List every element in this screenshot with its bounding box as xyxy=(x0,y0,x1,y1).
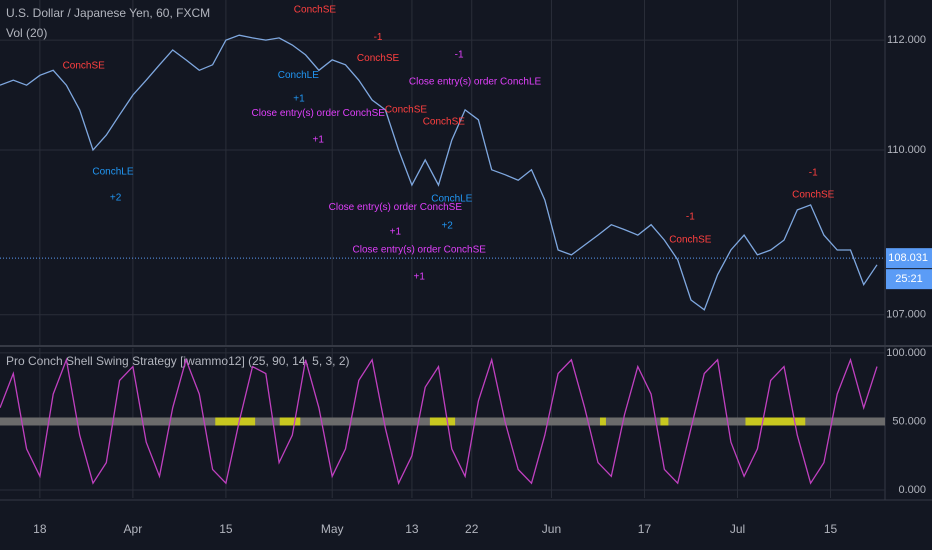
y-tick-label: 50.000 xyxy=(892,415,926,427)
y-tick-label: 100.000 xyxy=(886,347,926,359)
trade-annotation: Close entry(s) order ConchLE xyxy=(409,76,542,87)
trade-annotation: ConchSE xyxy=(294,5,337,16)
signal-highlight xyxy=(745,417,806,426)
trade-annotation: Close entry(s) order ConchSE xyxy=(252,108,386,119)
trade-annotation: +1 xyxy=(313,135,325,146)
signal-highlight xyxy=(429,417,456,426)
y-tick-label: 112.000 xyxy=(887,34,926,46)
trade-annotation: ConchSE xyxy=(385,105,428,116)
x-tick-label: 22 xyxy=(465,522,479,536)
series-line xyxy=(0,34,878,311)
x-tick-label: May xyxy=(321,522,344,536)
y-tick-label: 0.000 xyxy=(898,484,926,496)
x-tick-label: 18 xyxy=(33,522,47,536)
countdown-tag xyxy=(886,269,932,290)
trade-annotation: +1 xyxy=(390,226,402,237)
signal-highlight xyxy=(279,417,301,426)
y-tick-label: 110.000 xyxy=(887,144,926,156)
indicator-label: Vol (20) xyxy=(6,26,47,40)
trade-annotation: -1 xyxy=(374,32,383,43)
x-tick-label: 17 xyxy=(638,522,652,536)
x-tick-label: 13 xyxy=(405,522,419,536)
trade-annotation: ConchLE xyxy=(431,194,472,205)
trade-annotation: ConchSE xyxy=(357,53,400,64)
trade-annotation: ConchSE xyxy=(792,190,835,201)
trade-annotation: +2 xyxy=(110,192,122,203)
last-price-label: 108.031 xyxy=(888,252,928,264)
signal-highlight xyxy=(660,417,669,426)
trade-annotation: Close entry(s) order ConchSE xyxy=(329,202,463,213)
countdown-label: 25:21 xyxy=(895,273,923,285)
trade-annotation: +2 xyxy=(441,220,453,231)
x-tick-label: Jun xyxy=(542,522,561,536)
trade-annotation: ConchSE xyxy=(63,61,106,72)
x-tick-label: 15 xyxy=(824,522,838,536)
trade-annotation: +1 xyxy=(414,272,426,283)
signal-highlight xyxy=(599,417,606,426)
pane-title: Pro Conch Shell Swing Strategy [jwammo12… xyxy=(6,354,350,368)
trade-annotation: ConchLE xyxy=(278,70,319,81)
x-tick-label: Jul xyxy=(730,522,745,536)
trade-annotation: ConchLE xyxy=(92,167,133,178)
series-line xyxy=(0,357,878,486)
pane-title: U.S. Dollar / Japanese Yen, 60, FXCM xyxy=(6,6,210,20)
y-tick-label: 107.000 xyxy=(886,309,926,321)
signal-highlight xyxy=(215,417,256,426)
trade-annotation: -1 xyxy=(455,50,464,61)
trade-annotation: -1 xyxy=(809,168,818,179)
trade-annotation: Close entry(s) order ConchSE xyxy=(353,245,487,256)
last-price-tag xyxy=(886,248,932,269)
x-tick-label: 15 xyxy=(219,522,233,536)
trade-annotation: ConchSE xyxy=(423,117,466,128)
trade-annotation: -1 xyxy=(686,212,695,223)
trade-annotation: +1 xyxy=(293,94,305,105)
x-tick-label: Apr xyxy=(124,522,143,536)
trade-annotation: ConchSE xyxy=(669,235,712,246)
